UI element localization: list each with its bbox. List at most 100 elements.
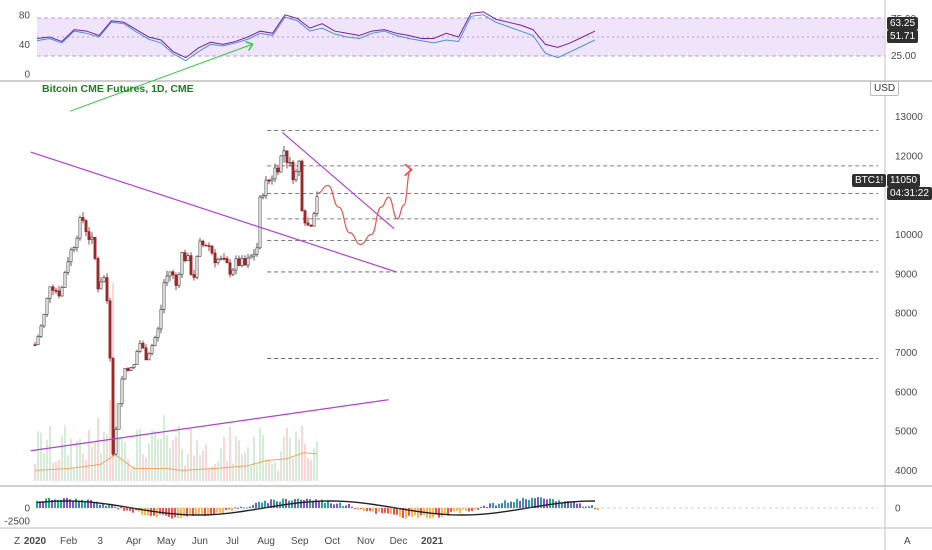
candle-body[interactable] <box>234 258 238 271</box>
candle-body[interactable] <box>105 277 109 302</box>
candle-body[interactable] <box>114 428 118 455</box>
candle-body[interactable] <box>312 213 316 227</box>
candle-body[interactable] <box>255 247 259 255</box>
candle-body[interactable] <box>186 255 190 262</box>
candle-body[interactable] <box>144 347 148 361</box>
candle-body[interactable] <box>309 224 313 227</box>
candle-body[interactable] <box>177 273 181 286</box>
candle-body[interactable] <box>156 328 160 338</box>
candle-body[interactable] <box>204 244 208 247</box>
candle-body[interactable] <box>96 258 100 290</box>
candle-body[interactable] <box>201 240 205 246</box>
candle-body[interactable] <box>132 364 136 368</box>
candle-body[interactable] <box>282 150 286 157</box>
candle-body[interactable] <box>99 281 103 290</box>
trendline[interactable] <box>30 151 397 273</box>
candle-body[interactable] <box>192 274 196 278</box>
candle-body[interactable] <box>174 274 178 286</box>
candle-body[interactable] <box>126 368 130 371</box>
candle-body[interactable] <box>276 167 280 173</box>
candle-body[interactable] <box>198 240 202 257</box>
candle-body[interactable] <box>222 257 226 260</box>
candle-body[interactable] <box>87 231 91 240</box>
candle-body[interactable] <box>207 245 211 247</box>
candle-body[interactable] <box>141 342 145 349</box>
candle-body[interactable] <box>117 403 121 430</box>
candle-body[interactable] <box>75 237 79 248</box>
candle-body[interactable] <box>45 297 49 315</box>
candle-body[interactable] <box>246 257 250 266</box>
candle-body[interactable] <box>63 272 67 288</box>
candle-body[interactable] <box>150 345 154 354</box>
candle-body[interactable] <box>123 368 127 380</box>
candle-body[interactable] <box>93 236 97 259</box>
candle-body[interactable] <box>69 249 73 263</box>
candle-body[interactable] <box>264 179 268 196</box>
candle-body[interactable] <box>138 342 142 352</box>
candle-body[interactable] <box>210 245 214 254</box>
candle-body[interactable] <box>225 258 229 264</box>
candle-body[interactable] <box>39 325 43 337</box>
candle-body[interactable] <box>135 351 139 365</box>
candle-body[interactable] <box>315 196 319 214</box>
candle-body[interactable] <box>237 258 241 266</box>
candle-body[interactable] <box>165 275 169 284</box>
candle-body[interactable] <box>33 344 37 346</box>
candle-body[interactable] <box>78 217 82 239</box>
candle-body[interactable] <box>252 253 256 257</box>
candle-body[interactable] <box>243 258 247 266</box>
candle-body[interactable] <box>51 286 55 291</box>
candle-body[interactable] <box>54 290 58 292</box>
candle-body[interactable] <box>72 247 76 251</box>
candle-body[interactable] <box>294 171 298 181</box>
candle-body[interactable] <box>153 337 157 346</box>
candle-body[interactable] <box>213 252 217 264</box>
candle-body[interactable] <box>216 258 220 264</box>
candle-body[interactable] <box>195 255 199 278</box>
candle-body[interactable] <box>285 150 289 163</box>
candle-body[interactable] <box>270 178 274 182</box>
candle-body[interactable] <box>171 271 175 276</box>
currency-badge[interactable]: USD <box>870 81 900 96</box>
corner-left-icon[interactable]: Z <box>14 536 20 547</box>
candle-body[interactable] <box>66 261 70 273</box>
candle-body[interactable] <box>120 378 124 404</box>
candle-body[interactable] <box>108 300 112 359</box>
candle-body[interactable] <box>81 217 85 221</box>
candle-body[interactable] <box>303 210 307 224</box>
candle-body[interactable] <box>84 220 88 232</box>
candle-body[interactable] <box>219 257 223 260</box>
candle-body[interactable] <box>129 367 133 371</box>
candle-body[interactable] <box>183 252 187 262</box>
candle-body[interactable] <box>300 160 304 212</box>
candle-body[interactable] <box>162 282 166 310</box>
candle-body[interactable] <box>168 271 172 277</box>
candle-body[interactable] <box>231 269 235 275</box>
candle-body[interactable] <box>159 309 163 330</box>
candle-body[interactable] <box>297 160 301 172</box>
rsi-support-line[interactable] <box>69 44 251 112</box>
candle-body[interactable] <box>240 258 244 266</box>
candle-body[interactable] <box>306 222 310 226</box>
candle-body[interactable] <box>261 195 265 198</box>
candle-body[interactable] <box>249 255 253 259</box>
corner-right-icon[interactable]: A <box>904 536 911 547</box>
candle-body[interactable] <box>180 252 184 275</box>
candle-body[interactable] <box>228 262 232 275</box>
trendline[interactable] <box>281 131 395 230</box>
trendline[interactable] <box>30 399 389 452</box>
candle-body[interactable] <box>258 196 262 249</box>
candle-body[interactable] <box>57 290 61 297</box>
candle-body[interactable] <box>147 353 151 361</box>
candle-body[interactable] <box>288 161 292 164</box>
candle-body[interactable] <box>48 286 52 299</box>
candle-body[interactable] <box>189 255 193 275</box>
candle-body[interactable] <box>42 313 46 327</box>
candle-body[interactable] <box>36 336 40 346</box>
candle-body[interactable] <box>279 155 283 173</box>
candle-body[interactable] <box>102 277 106 283</box>
projection-path[interactable] <box>317 170 410 246</box>
candle-body[interactable] <box>111 357 115 455</box>
candle-body[interactable] <box>291 161 295 181</box>
candle-body[interactable] <box>90 236 94 240</box>
